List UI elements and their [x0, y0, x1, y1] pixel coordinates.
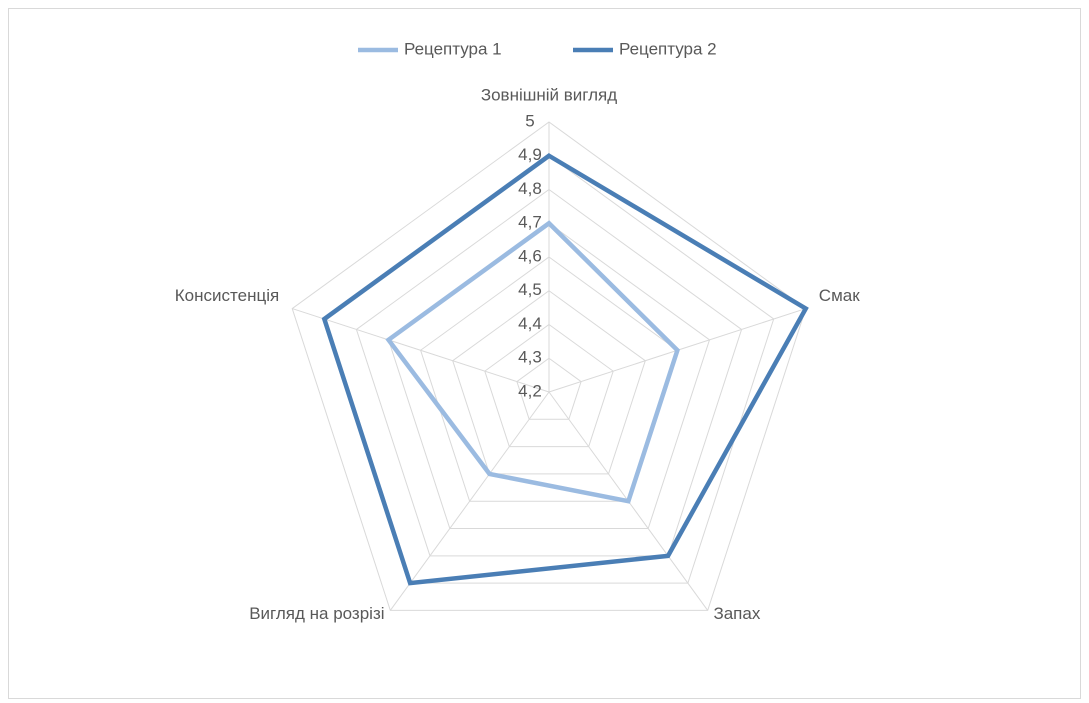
r-tick-label: 4,3: [518, 348, 542, 367]
r-tick-label: 4,6: [518, 246, 542, 265]
r-tick-label: 4,8: [518, 179, 542, 198]
category-label: Запах: [713, 604, 760, 623]
legend-label: Рецептура 2: [619, 39, 717, 58]
spoke: [389, 391, 550, 611]
grid-ring: [516, 357, 582, 420]
legend-label: Рецептура 1: [404, 39, 502, 58]
category-label: Смак: [819, 286, 860, 305]
series-line: [321, 153, 809, 586]
grid-ring: [420, 256, 678, 502]
grid-ring: [355, 188, 743, 557]
category-label: Вигляд на розрізі: [249, 604, 384, 623]
grid-ring: [452, 290, 646, 475]
r-tick-label: 4,4: [518, 314, 542, 333]
category-label: Консистенція: [175, 286, 279, 305]
grid-ring: [484, 323, 614, 448]
r-tick-label: 4,7: [518, 213, 542, 232]
r-tick-label: 5: [525, 111, 534, 130]
chart-frame: [8, 8, 1081, 699]
r-tick-label: 4,5: [518, 280, 542, 299]
r-tick-label: 4,2: [518, 381, 542, 400]
series-line: [385, 220, 680, 504]
category-label: Зовнішній вигляд: [481, 85, 617, 104]
spoke: [292, 308, 550, 393]
r-tick-label: 4,9: [518, 145, 542, 164]
grid-ring: [291, 121, 807, 611]
